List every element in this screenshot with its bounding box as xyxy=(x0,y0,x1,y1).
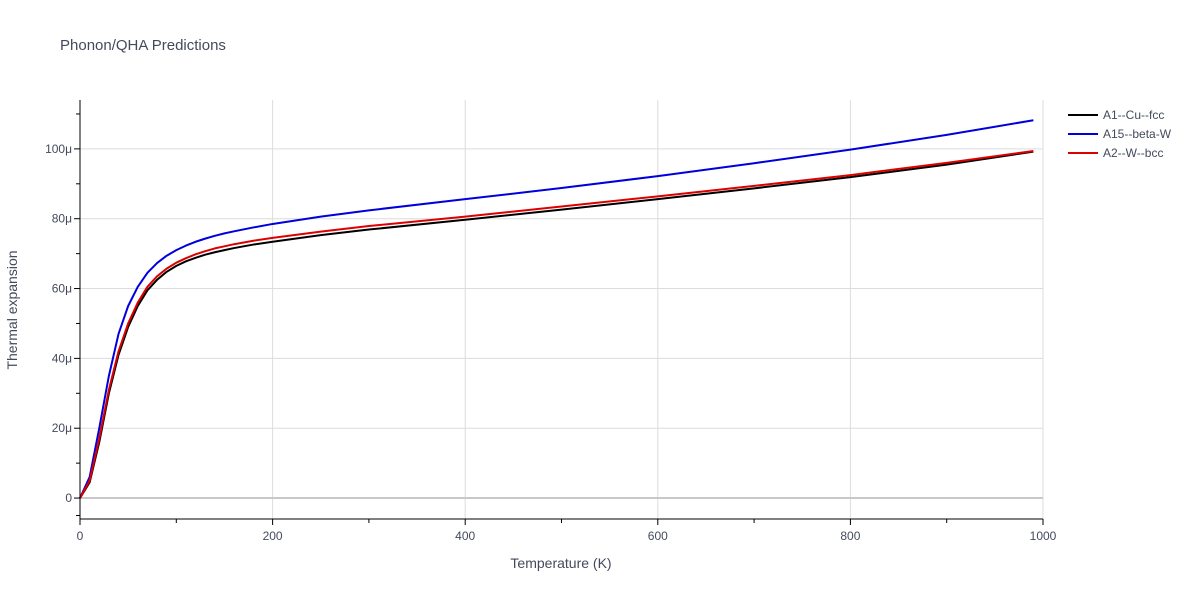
series-layer xyxy=(79,119,1034,499)
x-tick-label: 200 xyxy=(263,529,283,543)
tick-labels: 0 200 400 600 800 1000 0 20μ 40μ 60μ 80μ 100μ xyxy=(45,142,1057,543)
series-line-a2-w-bcc[interactable] xyxy=(79,149,1034,499)
axes xyxy=(74,100,1044,525)
y-tick-label: 60μ xyxy=(52,282,72,296)
x-tick-label: 400 xyxy=(455,529,475,543)
legend-label: A1--Cu--fcc xyxy=(1103,108,1164,122)
y-tick-label: 20μ xyxy=(52,421,72,435)
legend-item[interactable]: A1--Cu--fcc xyxy=(1068,108,1164,122)
legend-label: A15--beta-W xyxy=(1103,127,1172,141)
y-tick-label: 80μ xyxy=(52,212,72,226)
legend-label: A2--W--bcc xyxy=(1103,146,1163,160)
series-line-a15-beta-w[interactable] xyxy=(79,119,1034,499)
x-tick-label: 600 xyxy=(648,529,668,543)
y-tick-label: 0 xyxy=(65,491,72,505)
y-tick-label: 40μ xyxy=(52,351,72,365)
legend-item[interactable]: A15--beta-W xyxy=(1068,127,1172,141)
grid xyxy=(80,100,1044,519)
x-tick-label: 1000 xyxy=(1030,529,1057,543)
legend-item[interactable]: A2--W--bcc xyxy=(1068,146,1163,160)
y-tick-label: 100μ xyxy=(45,142,72,156)
chart-title: Phonon/QHA Predictions xyxy=(60,37,226,54)
x-tick-label: 0 xyxy=(77,529,84,543)
x-axis-title: Temperature (K) xyxy=(510,555,611,571)
y-axis-title: Thermal expansion xyxy=(4,250,20,369)
legend[interactable]: A1--Cu--fcc A15--beta-W A2--W--bcc xyxy=(1068,108,1172,160)
x-tick-label: 800 xyxy=(840,529,860,543)
series-line-a1-cu-fcc[interactable] xyxy=(79,150,1034,499)
